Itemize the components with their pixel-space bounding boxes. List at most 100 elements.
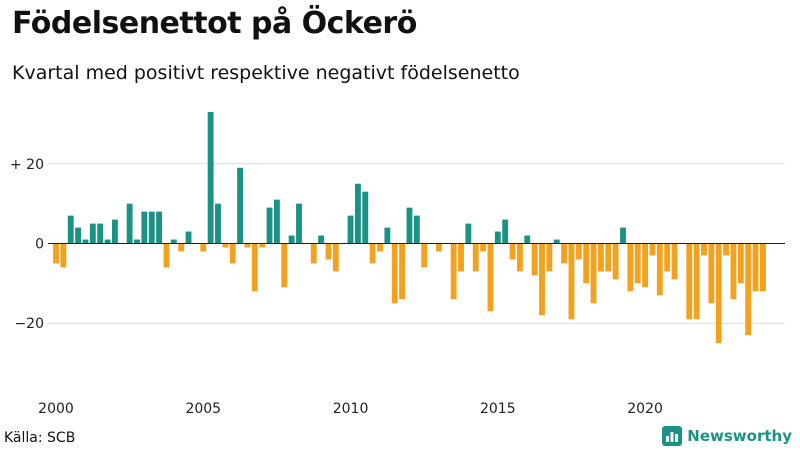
bar-positive	[620, 227, 626, 244]
x-axis-ticks: 2000 2005 2010 2015 2020	[38, 401, 663, 417]
bar-positive	[185, 231, 192, 244]
bar-positive	[347, 215, 354, 244]
bar-negative	[656, 243, 663, 296]
bar-positive	[384, 227, 391, 244]
y-tick-label: 0	[35, 237, 44, 253]
bar-negative	[649, 243, 656, 256]
brand-logo[interactable]: Newsworthy	[662, 426, 792, 446]
bar-positive	[288, 235, 295, 244]
bar-positive	[465, 223, 472, 244]
bar-negative	[737, 243, 744, 284]
bar-positive	[89, 223, 96, 244]
bar-negative	[590, 243, 597, 304]
chart-subtitle: Kvartal med positivt respektive negativt…	[12, 62, 520, 84]
bar-negative	[671, 243, 678, 280]
bar-negative	[399, 243, 406, 300]
bar-negative	[53, 243, 59, 264]
bar-positive	[170, 239, 177, 244]
bar-negative	[546, 243, 553, 272]
bars	[53, 111, 766, 344]
bar-negative	[222, 243, 229, 248]
bar-positive	[67, 215, 74, 244]
bar-positive	[141, 211, 148, 244]
bar-negative	[759, 243, 766, 292]
bar-negative	[612, 243, 619, 280]
bar-positive	[97, 223, 104, 244]
y-axis-ticks: + 20 0 −20	[10, 157, 44, 332]
bar-negative	[458, 243, 464, 272]
bar-negative	[575, 243, 582, 260]
bar-positive	[82, 239, 89, 244]
bar-negative	[561, 243, 568, 264]
bar-negative	[642, 243, 649, 288]
bar-negative	[730, 243, 737, 300]
bar-chart-icon	[662, 426, 683, 446]
bar-negative	[752, 243, 759, 292]
bar-positive	[273, 199, 280, 244]
bar-negative	[369, 243, 376, 264]
bar-positive	[111, 219, 118, 244]
bar-negative	[325, 243, 332, 260]
bar-positive	[296, 203, 302, 244]
bar-negative	[244, 243, 251, 248]
bar-positive	[148, 211, 155, 244]
bar-negative	[332, 243, 339, 272]
bar-positive	[494, 231, 501, 244]
bar-negative	[377, 243, 383, 252]
bar-negative	[229, 243, 236, 264]
bar-negative	[723, 243, 730, 256]
bar-negative	[568, 243, 575, 320]
bar-negative	[163, 243, 170, 268]
bar-positive	[354, 183, 361, 244]
chart-title: Födelsenettot på Öckerö	[12, 6, 417, 41]
bar-negative	[60, 243, 67, 268]
bar-negative	[480, 243, 487, 252]
x-tick-label: 2015	[480, 401, 516, 417]
bar-negative	[634, 243, 641, 284]
bar-positive	[502, 219, 509, 244]
bar-negative	[450, 243, 457, 300]
bar-negative	[701, 243, 707, 256]
bar-negative	[259, 243, 266, 248]
bar-positive	[237, 167, 244, 244]
bar-negative	[664, 243, 671, 272]
bar-positive	[126, 203, 133, 244]
x-tick-label: 2005	[185, 401, 221, 417]
bar-negative	[200, 243, 207, 252]
bar-negative	[531, 243, 538, 276]
x-tick-label: 2000	[38, 401, 74, 417]
bar-negative	[745, 243, 752, 336]
bar-negative	[715, 243, 722, 344]
y-tick-label: −20	[14, 316, 44, 332]
bar-negative	[435, 243, 442, 252]
bar-negative	[509, 243, 516, 260]
bar-negative	[391, 243, 398, 304]
bar-negative	[421, 243, 428, 268]
bar-negative	[583, 243, 590, 284]
source-note: Källa: SCB	[4, 430, 76, 446]
bar-negative	[487, 243, 494, 312]
bar-negative	[693, 243, 700, 320]
bar-negative	[310, 243, 317, 264]
bar-positive	[406, 207, 413, 244]
bar-positive	[134, 239, 140, 244]
bar-positive	[215, 203, 221, 244]
bar-negative	[539, 243, 545, 316]
bar-negative	[178, 243, 185, 252]
bar-positive	[553, 239, 560, 244]
y-tick-label: + 20	[10, 157, 44, 173]
bar-negative	[708, 243, 715, 304]
bar-negative	[627, 243, 634, 292]
bar-positive	[318, 235, 325, 244]
bar-positive	[104, 239, 111, 244]
bar-negative	[605, 243, 612, 272]
bar-positive	[75, 227, 82, 244]
bar-negative	[472, 243, 479, 272]
bar-negative	[686, 243, 693, 320]
bar-positive	[413, 215, 420, 244]
bar-negative	[281, 243, 288, 288]
bar-negative	[251, 243, 258, 292]
x-tick-label: 2010	[333, 401, 369, 417]
x-tick-label: 2020	[627, 401, 663, 417]
